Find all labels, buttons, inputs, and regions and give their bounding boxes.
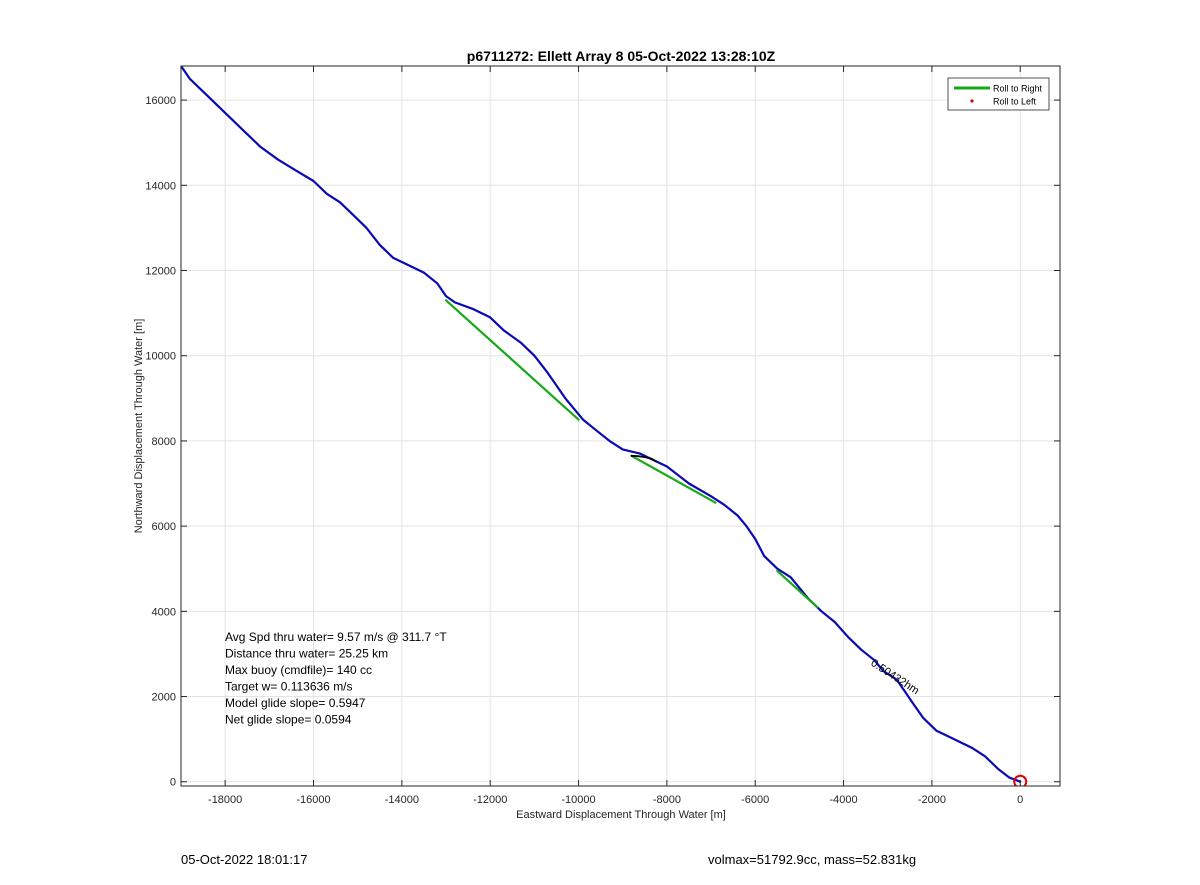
x-tick-label: -16000	[296, 794, 330, 806]
legend-label: Roll to Right	[993, 84, 1043, 94]
origin-marker	[1013, 774, 1028, 786]
annotation-layer: 0.50432hm	[868, 657, 921, 697]
x-tick-label: -4000	[829, 794, 857, 806]
x-tick-label: -2000	[918, 794, 946, 806]
x-tick-label: -6000	[741, 794, 769, 806]
x-tick-label: -10000	[561, 794, 595, 806]
y-tick-label: 4000	[152, 606, 176, 618]
black-track-segment	[630, 454, 657, 463]
y-tick-label: 14000	[145, 180, 176, 192]
y-tick-label: 10000	[145, 351, 176, 363]
ticks-layer: -18000 -16000 -14000 -12000 -10000 -8000 -6000…	[145, 66, 1060, 806]
footer-volume-mass: volmax=51792.9cc, mass=52.831kg	[708, 852, 917, 867]
stats-line: Max buoy (cmdfile)= 140 cc	[225, 663, 372, 677]
stats-line: Model glide slope= 0.5947	[225, 696, 366, 710]
x-tick-label: -8000	[653, 794, 681, 806]
axes-layer	[180, 65, 1061, 787]
track-annotation: 0.50432hm	[868, 657, 921, 697]
x-tick-label: -18000	[208, 794, 242, 806]
roll-right-segment	[630, 454, 717, 504]
footer-timestamp: 05-Oct-2022 18:01:17	[181, 852, 308, 867]
y-axis-label: Northward Displacement Through Water [m]	[133, 319, 145, 534]
legend-label: Roll to Left	[993, 97, 1037, 107]
legend: Roll to Right Roll to Left	[947, 77, 1050, 111]
roll-right-segment	[776, 569, 819, 609]
stats-panel: Avg Spd thru water= 9.57 m/s @ 311.7 °T D…	[225, 630, 447, 727]
x-tick-label: -12000	[473, 794, 507, 806]
legend-swatch-dot	[970, 99, 974, 103]
grid-layer	[181, 66, 1060, 786]
y-tick-label: 16000	[145, 95, 176, 107]
y-tick-label: 0	[170, 777, 176, 789]
x-axis-label: Eastward Displacement Through Water [m]	[516, 809, 726, 821]
y-tick-label: 8000	[152, 436, 176, 448]
y-tick-label: 12000	[145, 265, 176, 277]
glider-track-line	[181, 66, 1022, 783]
stats-line: Distance thru water= 25.25 km	[225, 647, 388, 661]
roll-right-segment	[444, 299, 580, 421]
stats-line: Avg Spd thru water= 9.57 m/s @ 311.7 °T	[225, 630, 447, 644]
series-layer	[181, 66, 1028, 786]
y-tick-label: 6000	[152, 521, 176, 533]
legend-box	[947, 77, 1050, 111]
y-tick-label: 2000	[152, 692, 176, 704]
stats-line: Target w= 0.113636 m/s	[225, 680, 353, 694]
x-tick-label: -14000	[385, 794, 419, 806]
chart-title: p6711272: Ellett Array 8 05-Oct-2022 13:…	[467, 48, 776, 64]
plot-frame	[180, 65, 1061, 787]
stats-line: Net glide slope= 0.0594	[225, 713, 352, 727]
x-tick-label: 0	[1017, 794, 1023, 806]
